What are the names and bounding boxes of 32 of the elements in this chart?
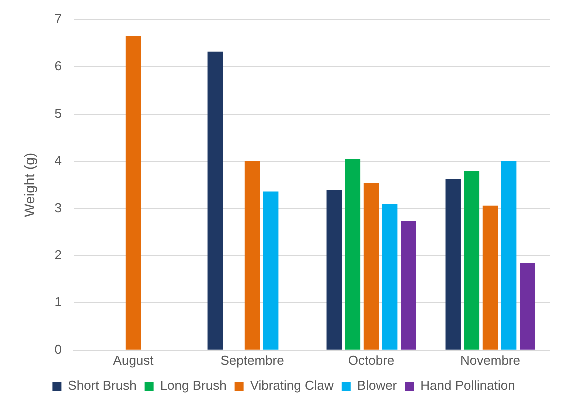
bar (446, 178, 461, 350)
legend-label: Vibrating Claw (250, 378, 335, 394)
bar (382, 204, 398, 350)
bar (520, 264, 536, 350)
bar (244, 161, 260, 350)
bar (364, 183, 380, 350)
x-tick-label: Novembre (460, 352, 520, 368)
y-tick-label: 5 (54, 106, 62, 121)
y-tick-label: 7 (54, 11, 62, 26)
legend-label: Hand Pollination (420, 378, 516, 394)
bar (482, 206, 498, 350)
y-tick-label: 3 (54, 200, 62, 216)
x-tick-label: Septembre (220, 352, 284, 368)
bar (208, 52, 224, 350)
x-tick-label: August (113, 352, 154, 368)
bar (263, 192, 279, 350)
y-tick-label: 2 (54, 248, 62, 263)
y-tick-label: 6 (54, 58, 62, 74)
x-tick-label: Octobre (348, 352, 395, 368)
y-tick-label: 4 (54, 153, 62, 168)
bar (501, 161, 517, 350)
legend-label: Blower (357, 378, 398, 394)
bar (126, 36, 142, 350)
bar (464, 171, 480, 350)
y-axis-title: Weight (g) (21, 152, 38, 218)
legend-label: Long Brush (160, 378, 227, 394)
y-tick-label: 0 (54, 342, 62, 357)
bar (326, 190, 342, 350)
bar (345, 159, 361, 350)
y-tick-label: 1 (54, 294, 62, 310)
bar (401, 220, 416, 350)
legend-label: Short Brush (68, 378, 137, 394)
